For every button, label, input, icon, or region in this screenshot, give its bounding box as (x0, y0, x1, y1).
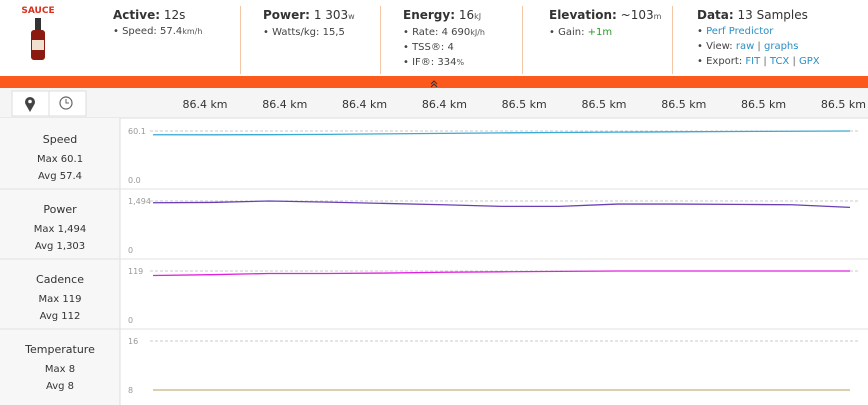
logo-text: SAUCE (21, 6, 55, 16)
energy-stat: Energy: 16kJ Rate: 4 690kJ/h TSS®: 4 IF®… (403, 8, 485, 70)
x-label: 86.4 km (422, 98, 467, 111)
raw-link[interactable]: raw (735, 41, 755, 52)
y-tick-label: 8 (128, 386, 133, 395)
panel-max: Max 8 (45, 364, 75, 375)
x-label: 86.4 km (182, 98, 227, 111)
perf-link[interactable]: Perf Predictor (706, 26, 774, 37)
collapse-bar (0, 76, 868, 88)
panel-avg: Avg 1,303 (35, 241, 85, 252)
power-stat: Power: 1 303w Watts/kg: 15,5 (263, 8, 355, 40)
panel-max: Max 119 (39, 294, 82, 305)
panel-name: Cadence (36, 273, 84, 286)
panel-name: Speed (43, 133, 77, 146)
elevation-stat: Elevation: ~103m Gain: +1m (549, 8, 661, 40)
y-tick-label: 16 (128, 337, 138, 346)
y-tick-label: 0.0 (128, 176, 141, 185)
series-line (152, 130, 851, 136)
panel-avg: Avg 112 (40, 311, 81, 322)
x-label: 86.4 km (342, 98, 387, 111)
x-label: 86.5 km (502, 98, 547, 111)
series-line (152, 270, 850, 277)
panel-name: Temperature (24, 343, 95, 356)
panel-max: Max 60.1 (37, 154, 83, 165)
y-tick-label: 119 (128, 267, 143, 276)
panel-max: Max 1,494 (34, 224, 86, 235)
fit-link[interactable]: FIT (745, 56, 761, 67)
logo-bottle (31, 18, 45, 60)
gpx-link[interactable]: GPX (789, 56, 819, 67)
y-tick-label: 1,494 (128, 197, 151, 206)
panel-avg: Avg 8 (46, 381, 74, 392)
x-label: 86.4 km (262, 98, 307, 111)
logo: SAUCE (18, 6, 58, 70)
y-tick-label: 0 (128, 316, 133, 325)
series-line (152, 200, 851, 209)
y-tick-label: 0 (128, 246, 133, 255)
panel-name: Power (43, 203, 77, 216)
tcx-link[interactable]: TCX (760, 56, 789, 67)
panel-avg: Avg 57.4 (38, 171, 82, 182)
x-label: 86.5 km (661, 98, 706, 111)
x-label: 86.5 km (821, 98, 866, 111)
graphs-link[interactable]: graphs (754, 41, 798, 52)
active-stat: Active: 12s Speed: 57.4km/h (113, 8, 202, 39)
x-label: 86.5 km (581, 98, 626, 111)
data-stat: Data: 13 Samples Perf Predictor View: ra… (697, 8, 820, 69)
y-tick-label: 60.1 (128, 127, 146, 136)
x-label: 86.5 km (741, 98, 786, 111)
